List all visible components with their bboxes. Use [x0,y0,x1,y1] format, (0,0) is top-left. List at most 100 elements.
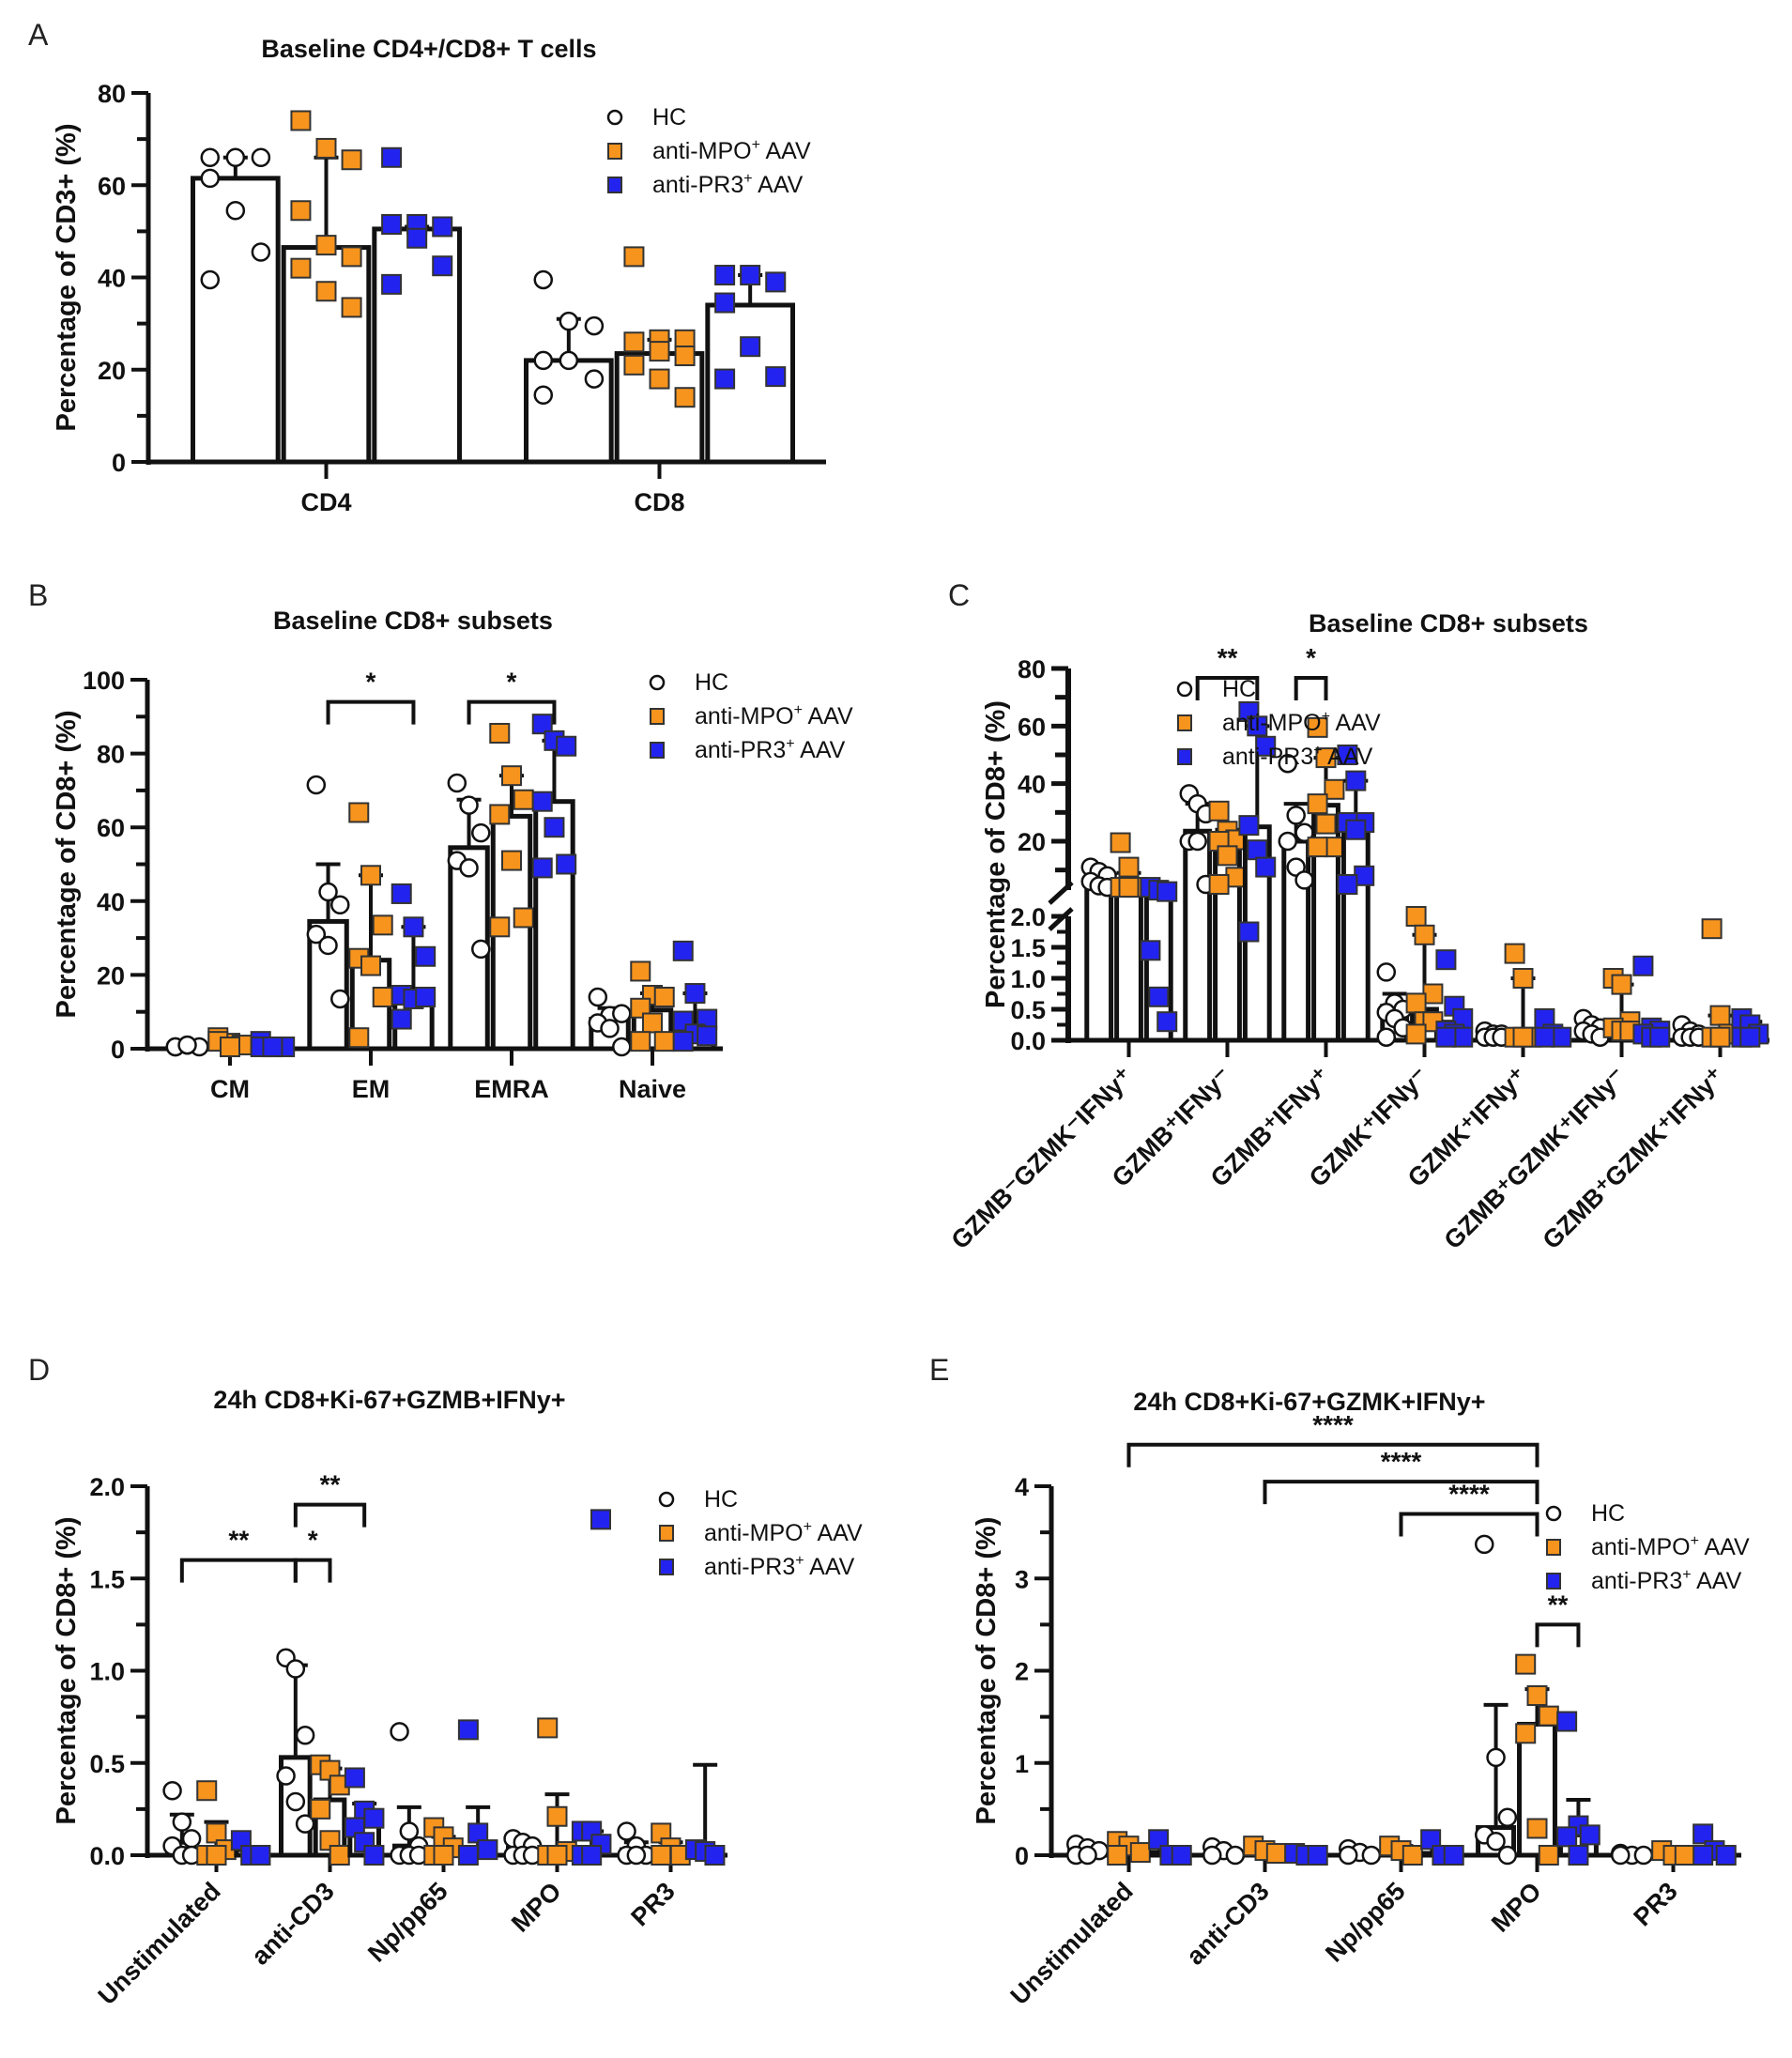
data-point-hc [559,311,579,331]
data-point-mpo [630,960,651,982]
legend-label-hc: HC [704,1486,738,1513]
data-point-mpo [1129,1842,1151,1864]
data-point-mpo [649,368,670,390]
data-point-mpo [341,246,362,268]
data-point-hc [162,1780,182,1801]
bracket-line [1535,1622,1581,1648]
data-point-mpo [290,200,312,222]
legend-marker-mpo-icon [659,1525,674,1542]
data-point-mpo [653,1031,675,1052]
data-point-mpo [489,916,511,938]
data-point-hc [200,168,221,189]
data-point-hc [1486,1747,1506,1768]
data-point-mpo [1401,1845,1423,1866]
axis-break-mark [1048,881,1074,905]
data-point-hc [612,1004,632,1023]
data-point-hc [225,201,246,221]
data-point-hc [584,369,605,389]
x-tick-label: EMRA [474,1075,549,1103]
data-point-pr3 [457,1845,479,1866]
data-point-pr3 [363,1807,385,1829]
x-tick-label: anti-CD3 [1181,1877,1275,1971]
bracket-line [179,1558,298,1583]
legend-label-hc: HC [1222,676,1256,702]
bracket-line [467,699,557,725]
significance-label: * [1306,643,1316,672]
x-axis: Unstimulated anti-CD3 Np/pp65 MPO PR3 [93,1852,728,2010]
significance-bracket: * [293,1526,332,1583]
data-point-mpo [310,1798,331,1820]
y-tick-label: 60 [98,172,126,200]
data-point-mpo [546,1845,568,1866]
x-tick-label: Unstimulated [1005,1877,1139,2010]
data-point-pr3 [432,216,453,238]
data-point-mpo [196,1780,218,1802]
data-point-hc [225,147,246,168]
y-axis-label: Percentage of CD8+ (%) [52,711,82,1019]
significance-label: ** [1218,643,1238,672]
significance-bracket: ** [179,1526,298,1583]
data-point-mpo [1538,1845,1559,1866]
data-point-hc [533,350,554,371]
y-tick-label: 20 [97,961,125,990]
data-point-pr3 [556,735,577,757]
x-tick-label: Naive [619,1075,686,1103]
x-axis: CD4 CD8 [148,459,826,516]
data-point-mpo [630,1031,651,1052]
data-point-pr3 [415,986,437,1007]
bar-mpo [1114,884,1143,1043]
y-tick-label: 0 [112,449,126,477]
data-point-mpo [1315,813,1337,835]
data-point-mpo [1307,837,1328,858]
data-point-mpo [649,341,670,362]
data-point-mpo [1515,1653,1537,1675]
series-pr3 [1140,701,1769,1048]
panel-E: E 24h CD8+Ki-67+GZMK+IFNy+ 0 1 2 3 4 Percentage… [929,1353,1750,2010]
panel-letter: E [929,1353,949,1387]
legend-marker-pr3-icon [659,1559,674,1575]
data-point-pr3 [1345,819,1367,840]
bracket-line [293,1558,332,1583]
panel-letter: B [28,578,48,612]
panel-letter: A [28,18,49,52]
legend-label-mpo: anti-MPO+ AAV [1591,1533,1750,1560]
y-tick-label: 20 [98,357,126,385]
series-pr3 [250,714,718,1058]
bar-mpo [281,245,372,465]
y-tick-label: 40 [98,265,126,293]
data-point-pr3 [1435,949,1457,971]
legend-marker-hc-icon [658,1491,675,1508]
x-tick-label: PR3 [625,1877,680,1931]
data-point-pr3 [581,1845,603,1866]
y-tick-label: 2 [1015,1658,1029,1686]
data-point-mpo [623,354,645,376]
data-point-pr3 [1420,1829,1442,1851]
significance-bracket: * [1294,643,1328,700]
y-tick-label: 80 [97,741,125,769]
data-point-hc [390,1722,409,1742]
series-mpo [207,722,675,1058]
data-point-mpo [220,1037,240,1058]
data-point-pr3 [765,366,787,388]
axis-break-mark [1048,907,1074,931]
data-point-hc [1225,1845,1246,1866]
data-point-pr3 [432,255,453,277]
x-tick-label: CD4 [300,488,351,516]
legend-marker-mpo-icon [1177,714,1192,731]
bracket-line [326,699,416,725]
legend-label-pr3: anti-PR3+ AAV [1591,1567,1742,1594]
data-point-mpo [623,331,645,353]
y-tick-label: 80 [1018,655,1046,683]
data-point-mpo [1515,1723,1537,1744]
data-point-mpo [489,722,511,744]
data-point-mpo [642,1012,663,1034]
data-point-mpo [1512,968,1534,989]
data-point-pr3 [1568,1845,1589,1866]
significance-label: **** [1381,1447,1422,1476]
data-point-hc [471,822,491,843]
data-point-mpo [1526,1685,1548,1707]
data-point-hc [1286,806,1306,825]
data-point-mpo [341,149,362,171]
